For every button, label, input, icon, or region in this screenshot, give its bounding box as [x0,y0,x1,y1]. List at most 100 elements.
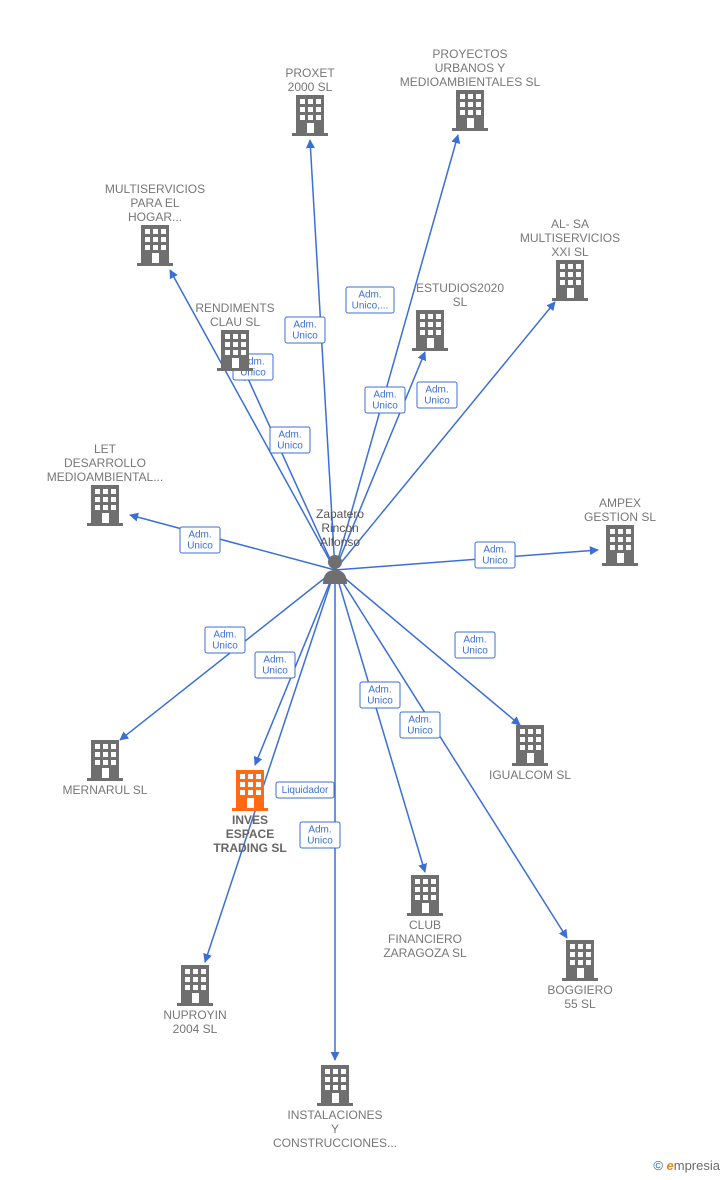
svg-text:Liquidador: Liquidador [282,785,329,796]
center-label: Zapatero [316,507,364,521]
building-icon [407,875,443,916]
company-node[interactable]: AL- SAMULTISERVICIOSXXI SL [520,217,620,301]
svg-text:Adm.: Adm. [308,825,331,836]
footer: © empresia [653,1158,720,1173]
node-label: LET [94,442,117,456]
node-label: GESTION SL [584,510,656,524]
nodes-layer: PROXET2000 SL PROYECTOSURBANOS YMEDIOAMBI… [47,47,657,1150]
svg-text:Adm.: Adm. [263,655,286,666]
building-icon [562,940,598,981]
building-icon [232,770,268,811]
node-label: ESTUDIOS2020 [416,281,504,295]
edge-label: Adm.Unico [360,682,400,708]
svg-text:Adm.: Adm. [463,635,486,646]
node-label: MULTISERVICIOS [520,231,620,245]
svg-text:Adm.: Adm. [373,390,396,401]
building-icon [87,740,123,781]
edge-label: Adm.Unico [400,712,440,738]
svg-text:Adm.: Adm. [293,320,316,331]
node-label: FINANCIERO [388,932,462,946]
building-icon [317,1065,353,1106]
center-label: Alfonso [320,535,360,549]
node-label: MEDIOAMBIENTALES SL [400,75,541,89]
node-label: HOGAR... [128,210,182,224]
company-node[interactable]: INVESESPACETRADING SL [213,770,286,855]
edge [310,140,335,570]
node-label: RENDIMENTS [195,301,274,315]
edge-labels-layer: Adm.UnicoAdm.UnicoAdm.Unico,...Adm.Unico… [180,287,515,848]
company-node[interactable]: ESTUDIOS2020SL [412,281,504,351]
svg-text:Unico: Unico [407,726,433,737]
node-label: SL [453,295,468,309]
svg-text:Adm.: Adm. [408,715,431,726]
network-diagram: Adm.UnicoAdm.UnicoAdm.Unico,...Adm.Unico… [0,0,728,1180]
node-label: Y [331,1122,339,1136]
edge-label: Adm.Unico,... [346,287,394,313]
company-node[interactable]: NUPROYIN2004 SL [163,965,226,1036]
svg-text:Adm.: Adm. [188,530,211,541]
building-icon [512,725,548,766]
building-icon [552,260,588,301]
node-label: NUPROYIN [163,1008,226,1022]
svg-text:Unico,...: Unico,... [352,301,389,312]
node-label: MERNARUL SL [63,783,148,797]
company-node[interactable]: PROXET2000 SL [285,66,335,136]
node-label: ESPACE [226,827,274,841]
node-label: MULTISERVICIOS [105,182,205,196]
footer-text: © empresia [653,1158,720,1173]
svg-text:Adm.: Adm. [358,290,381,301]
edge-label: Adm.Unico [455,632,495,658]
edge [130,515,335,570]
node-label: AL- SA [551,217,589,231]
node-label: URBANOS Y [435,61,505,75]
svg-text:Adm.: Adm. [213,630,236,641]
center-node: ZapateroRinconAlfonso [316,507,364,584]
building-icon [87,485,123,526]
edge-label: Adm.Unico [285,317,325,343]
edge-label: Adm.Unico [300,822,340,848]
svg-text:Unico: Unico [372,401,398,412]
center-label: Rincon [321,521,358,535]
company-node[interactable]: INSTALACIONESYCONSTRUCCIONES... [273,1065,397,1150]
company-node[interactable]: PROYECTOSURBANOS YMEDIOAMBIENTALES SL [400,47,541,131]
company-node[interactable]: MULTISERVICIOSPARA ELHOGAR... [105,182,205,266]
company-node[interactable]: LETDESARROLLOMEDIOAMBIENTAL... [47,442,163,526]
node-label: IGUALCOM SL [489,768,571,782]
node-label: 2004 SL [173,1022,218,1036]
node-label: PROYECTOS [432,47,507,61]
building-icon [452,90,488,131]
node-label: INVES [232,813,268,827]
node-label: PROXET [285,66,335,80]
node-label: 55 SL [564,997,596,1011]
svg-text:Adm.: Adm. [483,545,506,556]
node-label: AMPEX [599,496,641,510]
edges-layer [120,135,598,1060]
svg-text:Unico: Unico [482,556,508,567]
node-label: ZARAGOZA SL [383,946,467,960]
svg-text:Unico: Unico [187,541,213,552]
edge-label: Liquidador [276,782,334,798]
node-label: BOGGIERO [547,983,612,997]
svg-text:Unico: Unico [307,836,333,847]
edge-label: Adm.Unico [205,627,245,653]
company-node[interactable]: IGUALCOM SL [489,725,571,782]
svg-text:Unico: Unico [277,441,303,452]
svg-text:Unico: Unico [424,396,450,407]
company-node[interactable]: MERNARUL SL [63,740,148,797]
building-icon [412,310,448,351]
node-label: TRADING SL [213,841,286,855]
svg-text:Adm.: Adm. [278,430,301,441]
company-node[interactable]: AMPEXGESTION SL [584,496,656,566]
building-icon [137,225,173,266]
edge [335,302,555,570]
svg-text:Unico: Unico [367,696,393,707]
node-label: 2000 SL [288,80,333,94]
building-icon [217,330,253,371]
node-label: CLUB [409,918,441,932]
edge-label: Adm.Unico [270,427,310,453]
company-node[interactable]: BOGGIERO55 SL [547,940,612,1011]
building-icon [177,965,213,1006]
company-node[interactable]: CLUBFINANCIEROZARAGOZA SL [383,875,467,960]
node-label: INSTALACIONES [287,1108,382,1122]
edge-label: Adm.Unico [255,652,295,678]
